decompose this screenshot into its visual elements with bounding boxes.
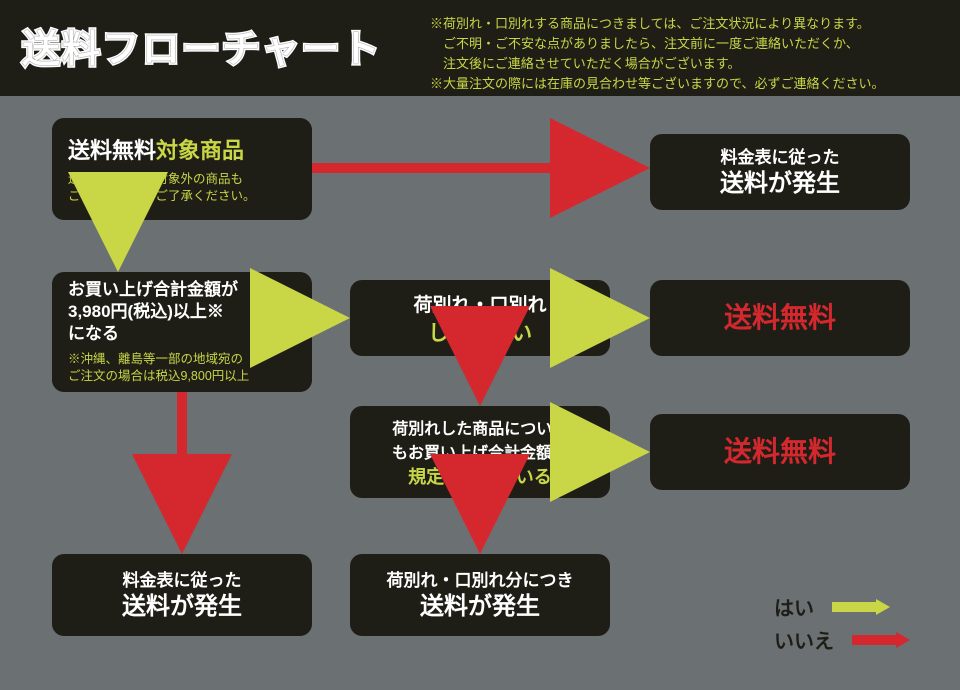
node-free-2: 送料無料 <box>650 414 910 490</box>
header-bar: 送料フローチャート 送料フローチャート ※荷別れ・口別れする商品につきましては、… <box>0 0 960 96</box>
header-notes: ※荷別れ・口別れする商品につきましては、ご注文状況により異なります。 ご不明・ご… <box>430 14 884 94</box>
page-title: 送料フローチャート 送料フローチャート <box>22 18 382 73</box>
node-split-meets: 荷別れした商品について もお買い上げ合計金額が 規定に達している <box>350 406 610 498</box>
node-not-split: 荷別れ・口別れ していない <box>350 280 610 356</box>
node-fee-bottom-left: 料金表に従った 送料が発生 <box>52 554 312 636</box>
node-free-1: 送料無料 <box>650 280 910 356</box>
legend-yes: はい <box>774 592 910 621</box>
node-total-3980: お買い上げ合計金額が 3,980円(税込)以上※ になる ※沖縄、離島等一部の地… <box>52 272 312 392</box>
legend: はい いいえ <box>774 588 910 658</box>
legend-no: いいえ <box>774 625 910 654</box>
node-fee-bottom-mid: 荷別れ・口別れ分につき 送料が発生 <box>350 554 610 636</box>
node-fee-applies-top: 料金表に従った 送料が発生 <box>650 134 910 210</box>
node-free-shipping-product: 送料無料対象商品 送料無料ライン対象外の商品も ございますのでご了承ください。 <box>52 118 312 220</box>
